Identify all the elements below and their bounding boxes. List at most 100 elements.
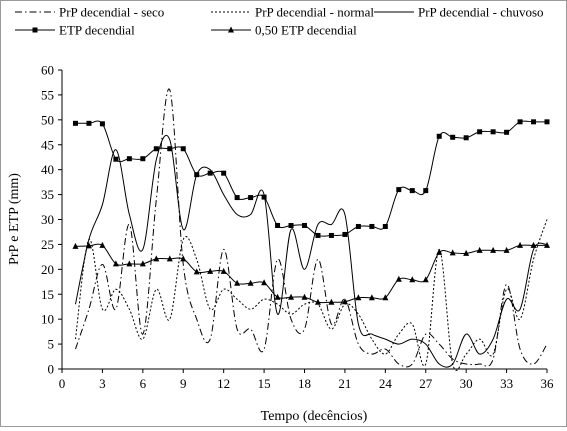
y-tick-label: 15 bbox=[41, 287, 54, 302]
data-point bbox=[288, 293, 295, 300]
legend-label: PrP decendial - chuvoso bbox=[418, 5, 544, 20]
data-point bbox=[449, 249, 456, 256]
legend-marker bbox=[228, 26, 234, 33]
data-point bbox=[288, 222, 294, 228]
data-point bbox=[234, 279, 241, 286]
x-tick-label: 12 bbox=[217, 376, 230, 391]
data-point bbox=[180, 146, 186, 152]
data-point bbox=[207, 267, 214, 274]
y-tick-label: 0 bbox=[48, 362, 55, 377]
legend-item-4: ETP decendial bbox=[15, 23, 135, 38]
data-point bbox=[86, 120, 92, 126]
data-point bbox=[395, 275, 402, 282]
x-tick-label: 27 bbox=[419, 376, 433, 391]
data-point bbox=[503, 246, 510, 253]
data-point bbox=[490, 129, 496, 135]
data-point bbox=[341, 298, 348, 305]
y-tick-label: 20 bbox=[41, 262, 54, 277]
data-point bbox=[126, 156, 132, 162]
data-point bbox=[314, 298, 321, 305]
series-4 bbox=[72, 119, 550, 238]
data-point bbox=[423, 188, 429, 194]
data-point bbox=[274, 293, 281, 300]
legend-label: ETP decendial bbox=[59, 23, 135, 38]
data-point bbox=[99, 121, 105, 127]
data-point bbox=[382, 294, 389, 301]
data-point bbox=[369, 223, 375, 229]
y-tick-label: 45 bbox=[41, 137, 54, 152]
data-point bbox=[126, 260, 133, 267]
y-tick-label: 40 bbox=[41, 162, 54, 177]
legend-marker bbox=[32, 27, 38, 33]
legend-item-3: PrP decendial - chuvoso bbox=[374, 5, 544, 20]
data-point bbox=[517, 119, 523, 125]
legend-item-1: PrP decendial - seco bbox=[15, 5, 164, 20]
data-point bbox=[72, 242, 79, 249]
y-tick-label: 25 bbox=[41, 237, 54, 252]
data-point bbox=[477, 129, 483, 135]
data-point bbox=[544, 241, 550, 248]
data-point bbox=[450, 134, 456, 140]
data-point bbox=[544, 119, 550, 125]
data-point bbox=[194, 172, 200, 178]
series-line-2 bbox=[74, 219, 548, 371]
data-point bbox=[422, 276, 429, 283]
y-tick-label: 5 bbox=[48, 337, 55, 352]
data-point bbox=[517, 241, 524, 248]
data-point bbox=[301, 293, 308, 300]
data-point bbox=[112, 260, 119, 267]
data-point bbox=[261, 194, 267, 200]
x-tick-label: 0 bbox=[59, 376, 66, 391]
series-line-1 bbox=[74, 88, 548, 368]
x-tick-label: 9 bbox=[180, 376, 187, 391]
y-tick-label: 30 bbox=[41, 212, 54, 227]
data-point bbox=[315, 232, 321, 238]
data-point bbox=[342, 231, 348, 237]
legend-item-2: PrP decendial - normal bbox=[211, 5, 374, 20]
data-point bbox=[139, 260, 146, 267]
data-point bbox=[368, 294, 375, 301]
x-tick-label: 36 bbox=[541, 376, 555, 391]
data-point bbox=[153, 255, 160, 262]
data-point bbox=[180, 255, 187, 262]
x-tick-label: 24 bbox=[379, 376, 393, 391]
x-tick-label: 33 bbox=[500, 376, 513, 391]
data-point bbox=[193, 268, 200, 275]
data-point bbox=[531, 119, 537, 125]
data-point bbox=[113, 156, 119, 162]
x-tick-label: 3 bbox=[99, 376, 106, 391]
x-tick-label: 6 bbox=[140, 376, 147, 391]
data-point bbox=[463, 249, 470, 256]
data-point bbox=[234, 195, 240, 201]
y-tick-label: 55 bbox=[41, 87, 54, 102]
series-5 bbox=[72, 241, 550, 305]
data-point bbox=[247, 279, 254, 286]
data-point bbox=[220, 267, 227, 274]
series-2 bbox=[74, 219, 548, 371]
data-point bbox=[261, 279, 268, 286]
data-point bbox=[490, 246, 497, 253]
series-3 bbox=[74, 134, 548, 368]
legend-item-5: 0,50 ETP decendial bbox=[211, 23, 357, 38]
data-point bbox=[355, 223, 361, 229]
data-point bbox=[436, 248, 443, 255]
data-point bbox=[275, 222, 281, 228]
data-point bbox=[207, 170, 213, 176]
data-point bbox=[166, 255, 173, 262]
x-tick-label: 18 bbox=[298, 376, 311, 391]
x-tick-label: 21 bbox=[338, 376, 351, 391]
data-point bbox=[530, 241, 537, 248]
data-point bbox=[409, 276, 416, 283]
series-1 bbox=[74, 88, 548, 368]
data-point bbox=[153, 146, 159, 152]
y-tick-label: 60 bbox=[41, 63, 54, 78]
data-point bbox=[382, 223, 388, 229]
x-tick-label: 30 bbox=[460, 376, 473, 391]
y-tick-label: 10 bbox=[41, 312, 54, 327]
y-axis-label: PrP e ETP (mm) bbox=[7, 173, 22, 265]
data-point bbox=[221, 170, 227, 176]
data-point bbox=[328, 298, 335, 305]
legend-label: PrP decendial - normal bbox=[255, 5, 374, 20]
